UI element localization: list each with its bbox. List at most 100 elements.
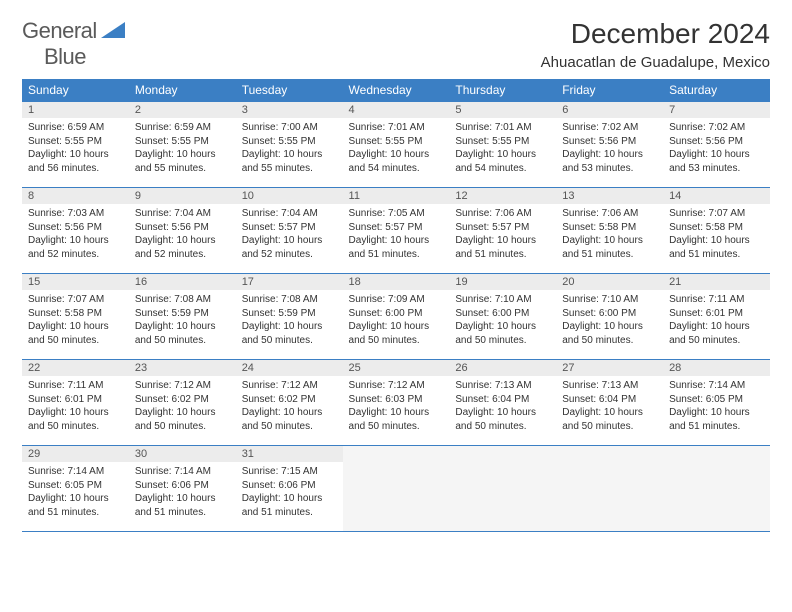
- day-header: Tuesday: [236, 79, 343, 102]
- daylight-text: Daylight: 10 hours and 50 minutes.: [669, 320, 764, 347]
- logo-text-1: General: [22, 18, 97, 43]
- day-header: Monday: [129, 79, 236, 102]
- day-body: Sunrise: 6:59 AMSunset: 5:55 PMDaylight:…: [22, 118, 129, 179]
- calendar-row: 1Sunrise: 6:59 AMSunset: 5:55 PMDaylight…: [22, 102, 770, 188]
- day-number: 30: [129, 446, 236, 462]
- header: General Blue December 2024 Ahuacatlan de…: [22, 18, 770, 71]
- day-cell: 28Sunrise: 7:14 AMSunset: 6:05 PMDayligh…: [663, 360, 770, 446]
- day-body: Sunrise: 7:03 AMSunset: 5:56 PMDaylight:…: [22, 204, 129, 265]
- day-cell: 14Sunrise: 7:07 AMSunset: 5:58 PMDayligh…: [663, 188, 770, 274]
- sunset-text: Sunset: 6:05 PM: [28, 479, 123, 493]
- day-number: 26: [449, 360, 556, 376]
- sunset-text: Sunset: 5:58 PM: [669, 221, 764, 235]
- day-number: 8: [22, 188, 129, 204]
- sunset-text: Sunset: 6:03 PM: [349, 393, 444, 407]
- sunrise-text: Sunrise: 6:59 AM: [135, 121, 230, 135]
- daylight-text: Daylight: 10 hours and 50 minutes.: [349, 406, 444, 433]
- sunset-text: Sunset: 5:55 PM: [349, 135, 444, 149]
- sunset-text: Sunset: 5:57 PM: [242, 221, 337, 235]
- day-body: Sunrise: 7:08 AMSunset: 5:59 PMDaylight:…: [236, 290, 343, 351]
- day-cell: 1Sunrise: 6:59 AMSunset: 5:55 PMDaylight…: [22, 102, 129, 188]
- sunset-text: Sunset: 5:57 PM: [349, 221, 444, 235]
- daylight-text: Daylight: 10 hours and 54 minutes.: [349, 148, 444, 175]
- daylight-text: Daylight: 10 hours and 50 minutes.: [455, 320, 550, 347]
- day-body: Sunrise: 7:09 AMSunset: 6:00 PMDaylight:…: [343, 290, 450, 351]
- day-number: 28: [663, 360, 770, 376]
- sunset-text: Sunset: 6:06 PM: [135, 479, 230, 493]
- day-number: 1: [22, 102, 129, 118]
- daylight-text: Daylight: 10 hours and 50 minutes.: [242, 406, 337, 433]
- logo-triangle-icon: [101, 22, 125, 38]
- day-cell: 25Sunrise: 7:12 AMSunset: 6:03 PMDayligh…: [343, 360, 450, 446]
- sunset-text: Sunset: 5:56 PM: [669, 135, 764, 149]
- day-number: 2: [129, 102, 236, 118]
- sunset-text: Sunset: 6:01 PM: [28, 393, 123, 407]
- sunrise-text: Sunrise: 7:08 AM: [242, 293, 337, 307]
- day-body: Sunrise: 7:07 AMSunset: 5:58 PMDaylight:…: [663, 204, 770, 265]
- sunset-text: Sunset: 6:00 PM: [455, 307, 550, 321]
- daylight-text: Daylight: 10 hours and 51 minutes.: [135, 492, 230, 519]
- day-number: 24: [236, 360, 343, 376]
- daylight-text: Daylight: 10 hours and 51 minutes.: [455, 234, 550, 261]
- sunset-text: Sunset: 5:56 PM: [135, 221, 230, 235]
- day-cell: 20Sunrise: 7:10 AMSunset: 6:00 PMDayligh…: [556, 274, 663, 360]
- daylight-text: Daylight: 10 hours and 50 minutes.: [242, 320, 337, 347]
- day-cell: 24Sunrise: 7:12 AMSunset: 6:02 PMDayligh…: [236, 360, 343, 446]
- day-number: 29: [22, 446, 129, 462]
- daylight-text: Daylight: 10 hours and 50 minutes.: [28, 406, 123, 433]
- day-number: 9: [129, 188, 236, 204]
- day-cell: 13Sunrise: 7:06 AMSunset: 5:58 PMDayligh…: [556, 188, 663, 274]
- sunrise-text: Sunrise: 7:02 AM: [669, 121, 764, 135]
- day-body: Sunrise: 7:01 AMSunset: 5:55 PMDaylight:…: [449, 118, 556, 179]
- calendar-row: 8Sunrise: 7:03 AMSunset: 5:56 PMDaylight…: [22, 188, 770, 274]
- sunrise-text: Sunrise: 7:02 AM: [562, 121, 657, 135]
- day-body: Sunrise: 7:04 AMSunset: 5:57 PMDaylight:…: [236, 204, 343, 265]
- day-cell: 7Sunrise: 7:02 AMSunset: 5:56 PMDaylight…: [663, 102, 770, 188]
- daylight-text: Daylight: 10 hours and 50 minutes.: [349, 320, 444, 347]
- day-body: Sunrise: 7:10 AMSunset: 6:00 PMDaylight:…: [449, 290, 556, 351]
- sunrise-text: Sunrise: 7:05 AM: [349, 207, 444, 221]
- day-cell: 29Sunrise: 7:14 AMSunset: 6:05 PMDayligh…: [22, 446, 129, 532]
- day-cell: 12Sunrise: 7:06 AMSunset: 5:57 PMDayligh…: [449, 188, 556, 274]
- calendar-row: 29 Sunrise: 7:14 AMSunset: 6:05 PM Dayligh…: [22, 446, 770, 532]
- day-cell: 26Sunrise: 7:13 AMSunset: 6:04 PMDayligh…: [449, 360, 556, 446]
- day-number: 10: [236, 188, 343, 204]
- day-number: 14: [663, 188, 770, 204]
- day-cell: 9Sunrise: 7:04 AMSunset: 5:56 PMDaylight…: [129, 188, 236, 274]
- sunset-text: Sunset: 5:56 PM: [562, 135, 657, 149]
- daylight-text: Daylight: 10 hours and 51 minutes.: [669, 234, 764, 261]
- sunrise-text: Sunrise: 7:01 AM: [455, 121, 550, 135]
- sunrise-text: Sunrise: 7:10 AM: [455, 293, 550, 307]
- sunrise-text: Sunrise: 7:06 AM: [562, 207, 657, 221]
- sunrise-text: Sunrise: 7:14 AM: [28, 465, 123, 479]
- month-title: December 2024: [541, 18, 770, 50]
- sunrise-text: Sunrise: 7:13 AM: [562, 379, 657, 393]
- logo: General Blue: [22, 18, 125, 70]
- day-cell: 18Sunrise: 7:09 AMSunset: 6:00 PMDayligh…: [343, 274, 450, 360]
- day-body: Sunrise: 7:12 AMSunset: 6:02 PMDaylight:…: [129, 376, 236, 437]
- day-cell: 31Sunrise: 7:15 AMSunset: 6:06 PMDayligh…: [236, 446, 343, 532]
- sunrise-text: Sunrise: 7:11 AM: [669, 293, 764, 307]
- sunrise-text: Sunrise: 7:04 AM: [242, 207, 337, 221]
- daylight-text: Daylight: 10 hours and 52 minutes.: [242, 234, 337, 261]
- day-cell: 19Sunrise: 7:10 AMSunset: 6:00 PMDayligh…: [449, 274, 556, 360]
- calendar-row: 22Sunrise: 7:11 AMSunset: 6:01 PMDayligh…: [22, 360, 770, 446]
- day-body: Sunrise: 7:10 AMSunset: 6:00 PMDaylight:…: [556, 290, 663, 351]
- day-cell: 27Sunrise: 7:13 AMSunset: 6:04 PMDayligh…: [556, 360, 663, 446]
- empty-cell: [556, 446, 663, 532]
- day-header-row: Sunday Monday Tuesday Wednesday Thursday…: [22, 79, 770, 102]
- day-body: Sunrise: 7:14 AMSunset: 6:06 PMDaylight:…: [129, 462, 236, 523]
- day-body: Sunrise: 7:13 AMSunset: 6:04 PMDaylight:…: [449, 376, 556, 437]
- sunset-text: Sunset: 6:04 PM: [562, 393, 657, 407]
- day-number: 4: [343, 102, 450, 118]
- sunset-text: Sunset: 5:55 PM: [28, 135, 123, 149]
- sunset-text: Sunset: 6:05 PM: [669, 393, 764, 407]
- day-number: 13: [556, 188, 663, 204]
- day-header: Friday: [556, 79, 663, 102]
- day-number: 27: [556, 360, 663, 376]
- day-body: Sunrise: 7:06 AMSunset: 5:57 PMDaylight:…: [449, 204, 556, 265]
- day-number: 21: [663, 274, 770, 290]
- sunrise-text: Sunrise: 7:00 AM: [242, 121, 337, 135]
- sunrise-text: Sunrise: 7:04 AM: [135, 207, 230, 221]
- day-cell: 21Sunrise: 7:11 AMSunset: 6:01 PMDayligh…: [663, 274, 770, 360]
